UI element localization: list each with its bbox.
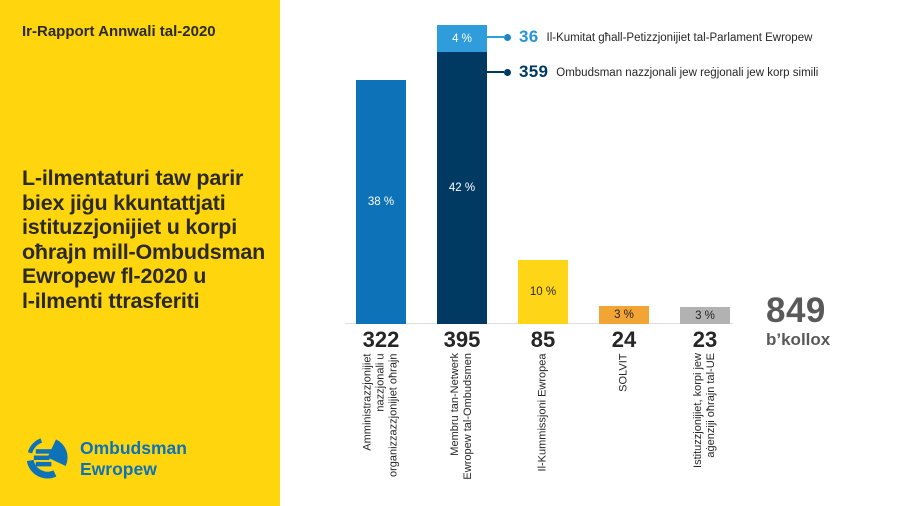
main-heading-line: l-ilmenti ttrasferiti: [22, 288, 200, 313]
main-heading-line: Ewropew fl-2020 u: [22, 264, 207, 288]
percent-label: 38 %: [367, 196, 395, 208]
callout-connector-line: [487, 36, 504, 38]
bar-1: 38 %: [356, 80, 406, 324]
bar-value-label: 322: [362, 327, 400, 352]
callout-connector-line: [487, 71, 504, 73]
sidebar: Ir-Rapport Annwali tal-2020 L-ilmentatur…: [0, 0, 280, 506]
bar-2: 4 % 42 %: [437, 25, 487, 324]
bar-category-label: Membru tan-Netwerk Ewropew tal-Ombudsmen: [449, 353, 474, 480]
logo-text: Ombudsman Ewropew: [80, 436, 187, 480]
bar-segment: 3 %: [680, 307, 730, 324]
main-heading-line: oħrajn mill-Ombudsman: [22, 239, 266, 264]
percent-label: 42 %: [448, 182, 476, 195]
bar-5: 3 %: [680, 307, 730, 324]
callout-label: Ombudsman nazzjonali jew reġjonali jew k…: [556, 67, 819, 79]
callout-dot-icon: [504, 68, 511, 76]
main-heading-line: biex jiġu kkuntattjati: [22, 190, 226, 215]
callout-label: Il-Kumitat għall-Petizzjonijiet tal-Parl…: [546, 32, 813, 44]
callout-national-ombudsman: 359 Ombudsman nazzjonali jew reġjonali j…: [487, 62, 818, 82]
bar-4: 3 %: [599, 306, 649, 324]
logo-text-line2: Ewropew: [80, 459, 157, 479]
bar-value-label: 23: [692, 327, 718, 352]
total-block: 849 b’kollox: [766, 293, 830, 350]
bar-category-label: Il-Kummissjoni Ewropea: [536, 353, 549, 471]
percent-label: 3 %: [695, 309, 715, 322]
bar-segment: 10 %: [518, 260, 568, 324]
callout-dot-icon: [504, 33, 511, 41]
percent-label: 4 %: [452, 32, 472, 45]
bar-value-label: 24: [611, 327, 637, 352]
bar-segment: 3 %: [599, 306, 649, 324]
bar-category-label: Amministrazzjonijiet nazzjonali u organi…: [361, 353, 400, 477]
main-heading-line: istituzzjonijiet u korpi: [22, 215, 237, 239]
percent-label: 10 %: [529, 286, 557, 298]
logo-text-line1: Ombudsman: [80, 438, 187, 458]
bar-category-label: Istituzzjonijiet, korpi jew aġenziji oħr…: [692, 353, 717, 468]
bar-segment: 4 %: [437, 25, 487, 53]
callout-value: 359: [519, 62, 549, 81]
total-value: 849: [766, 291, 826, 330]
bar-value-label: 85: [530, 327, 556, 352]
total-label: b’kollox: [766, 330, 831, 349]
bar-value-label: 395: [443, 327, 481, 352]
main-heading: L-ilmentaturi taw parir biex jiġu kkuntat…: [22, 166, 265, 313]
ombudsman-logo-icon: [26, 438, 68, 479]
callout-value: 36: [519, 27, 539, 46]
ombudsman-logo: Ombudsman Ewropew: [26, 436, 187, 480]
main-heading-line: L-ilmentaturi taw parir: [22, 166, 244, 190]
report-title: Ir-Rapport Annwali tal-2020: [22, 23, 216, 40]
callout-petitions-committee: 36 Il-Kumitat għall-Petizzjonijiet tal-P…: [487, 27, 812, 47]
bar-segment: 42 %: [437, 52, 487, 324]
bar-category-label: SOLVIT: [617, 353, 630, 392]
bar-3: 10 %: [518, 260, 568, 324]
bar-segment: 38 %: [356, 80, 406, 324]
percent-label: 3 %: [614, 309, 634, 321]
